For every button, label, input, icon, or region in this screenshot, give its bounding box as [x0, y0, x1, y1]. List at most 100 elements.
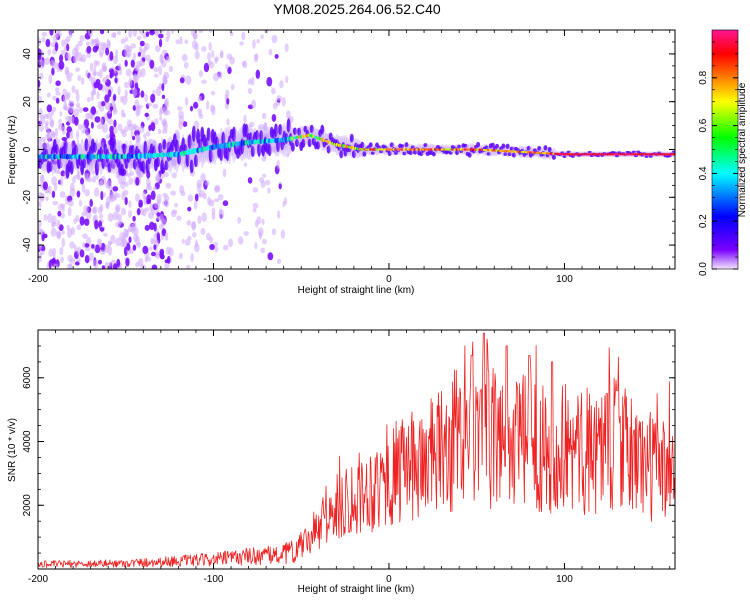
spectrogram-speckle-cell [156, 212, 161, 217]
spectrogram-speckle-cell [158, 33, 164, 39]
spectrogram-ridge-body [648, 155, 653, 158]
spectrogram-speckle-cell [132, 244, 137, 251]
spectrogram-speckle-cell [164, 259, 170, 264]
spectrogram-speckle-cell [272, 146, 278, 153]
spectrogram-speckle-cell [272, 102, 278, 110]
spectrogram-speckle-cell [260, 247, 266, 254]
spectrogram-speckle-cell [140, 90, 145, 98]
spectrogram-speckle-cell [207, 60, 213, 65]
spectrogram-x-tick-label: -200 [28, 274, 48, 285]
spectrogram-x-ticks: -200 -100 0 100 [28, 30, 671, 285]
spectrogram-speckle-cell [193, 120, 200, 130]
spectrogram-speckle-cell [164, 261, 170, 269]
spectrogram-speckle-cell [271, 87, 276, 95]
spectrogram-speckle-cell [38, 123, 44, 132]
spectrogram-speckle-cell [267, 187, 271, 194]
spectrogram-speckle-cell [75, 102, 81, 109]
spectrogram-speckle-cell [171, 209, 178, 215]
spectrogram-speckle-cell [271, 114, 277, 122]
spectrogram-speckle-cell [79, 216, 85, 226]
spectrogram-speckle-cell [48, 260, 52, 269]
spectrogram-speckle-cell [102, 77, 108, 84]
spectrogram-speckle-cell [89, 62, 94, 72]
spectrogram-ridge-body [326, 145, 331, 154]
spectrogram-speckle-cell [174, 129, 180, 136]
spectrogram-speckle-cell [150, 237, 154, 245]
spectrogram-speckle-cell [137, 51, 142, 57]
spectrogram-speckle-cell [176, 215, 182, 221]
spectrogram-speckle-cell [59, 176, 64, 187]
spectrogram-speckle-cell [266, 76, 273, 87]
spectrogram-speckle-cell [247, 87, 253, 95]
spectrogram-speckle-cell [38, 72, 44, 80]
spectrogram-speckle-cell [113, 119, 117, 128]
spectrogram-speckle-cell [94, 187, 100, 197]
spectrogram-speckle-cell [66, 43, 70, 52]
spectrogram-ridge-body [547, 146, 552, 153]
spectrogram-speckle-cell [179, 77, 185, 84]
spectrogram-speckle-cell [61, 237, 66, 248]
spectrogram-speckle-cell [70, 257, 76, 264]
spectrogram-speckle-cell [90, 38, 95, 47]
spectrogram-speckle-cell [194, 193, 199, 202]
spectrogram-speckle-cell [68, 100, 75, 105]
colorbar-tick-label: 0.0 [698, 262, 709, 276]
spectrogram-speckle-cell [99, 118, 104, 125]
spectrogram-speckle-cell [79, 57, 84, 62]
spectrogram-speckle-cell [124, 49, 128, 57]
spectrogram-speckle-cell [82, 242, 86, 249]
spectrogram-ridge-body [290, 142, 295, 152]
spectrogram-speckle-cell [184, 39, 189, 45]
spectrogram-speckle-cell [144, 112, 149, 117]
spectrogram-speckle-cell [128, 200, 132, 209]
spectrogram-speckle-cell [186, 220, 192, 226]
spectrogram-speckle-cell [52, 95, 57, 101]
spectrogram-speckle-cell [164, 98, 169, 106]
spectrogram-speckle-cell [42, 142, 47, 150]
spectrogram-speckle-cell [139, 30, 144, 36]
spectrogram-speckle-cell [58, 32, 63, 37]
spectrogram-speckle-cell [257, 227, 264, 237]
spectrogram-speckle-cell [144, 93, 148, 103]
spectrogram-speckle-cell [107, 89, 112, 98]
spectrogram-speckle-cell [54, 87, 60, 93]
spectrogram-speckle-cell [214, 184, 221, 192]
spectrogram-speckle-cell [58, 118, 62, 127]
spectrogram-speckle-cell [183, 61, 189, 69]
spectrogram-speckle-cell [62, 105, 68, 111]
spectrogram-speckle-cell [69, 32, 73, 38]
spectrogram-speckle-cell [226, 53, 233, 60]
spectrogram-speckle-cell [112, 263, 118, 269]
spectrogram-speckle-cell [137, 257, 144, 267]
spectrogram-speckle-cell [119, 232, 125, 242]
spectrogram-speckle-cell [73, 108, 79, 118]
spectrogram-speckle-cell [276, 258, 282, 265]
spectrogram-speckle-cell [134, 193, 140, 202]
spectrogram-speckle-cell [45, 134, 50, 139]
spectrogram-speckle-cell [243, 162, 248, 167]
spectrogram-speckle-cell [258, 124, 265, 130]
spectrogram-speckle-cell [187, 194, 194, 202]
spectrogram-speckle-cell [276, 159, 280, 170]
spectrogram-speckle-cell [128, 177, 134, 185]
spectrogram-speckle-cell [226, 97, 230, 105]
spectrogram-speckle-cell [250, 76, 255, 86]
spectrogram-speckle-cell [213, 198, 220, 203]
spectrogram-speckle-cell [211, 50, 215, 59]
spectrogram-speckle-cell [200, 227, 206, 236]
spectrogram-ridge-body [69, 161, 74, 175]
spectrogram-speckle-cell [211, 212, 216, 220]
spectrogram-speckle-cell [165, 37, 169, 43]
spectrogram-speckle-cell [154, 202, 159, 209]
spectrogram-ridge-core [228, 141, 232, 149]
spectrogram-speckle-cell [201, 79, 207, 84]
spectrogram-speckle-cell [74, 116, 79, 126]
spectrogram-ridge-core [249, 139, 253, 146]
spectrogram-ridge-body [560, 151, 565, 154]
spectrogram-speckle-cell [107, 212, 114, 222]
spectrogram-speckle-cell [150, 121, 156, 132]
spectrogram-speckle-cell [128, 236, 132, 244]
spectrogram-speckle-cell [160, 55, 164, 65]
spectrogram-speckle-cell [208, 41, 212, 51]
spectrogram-speckle-cell [65, 52, 69, 60]
